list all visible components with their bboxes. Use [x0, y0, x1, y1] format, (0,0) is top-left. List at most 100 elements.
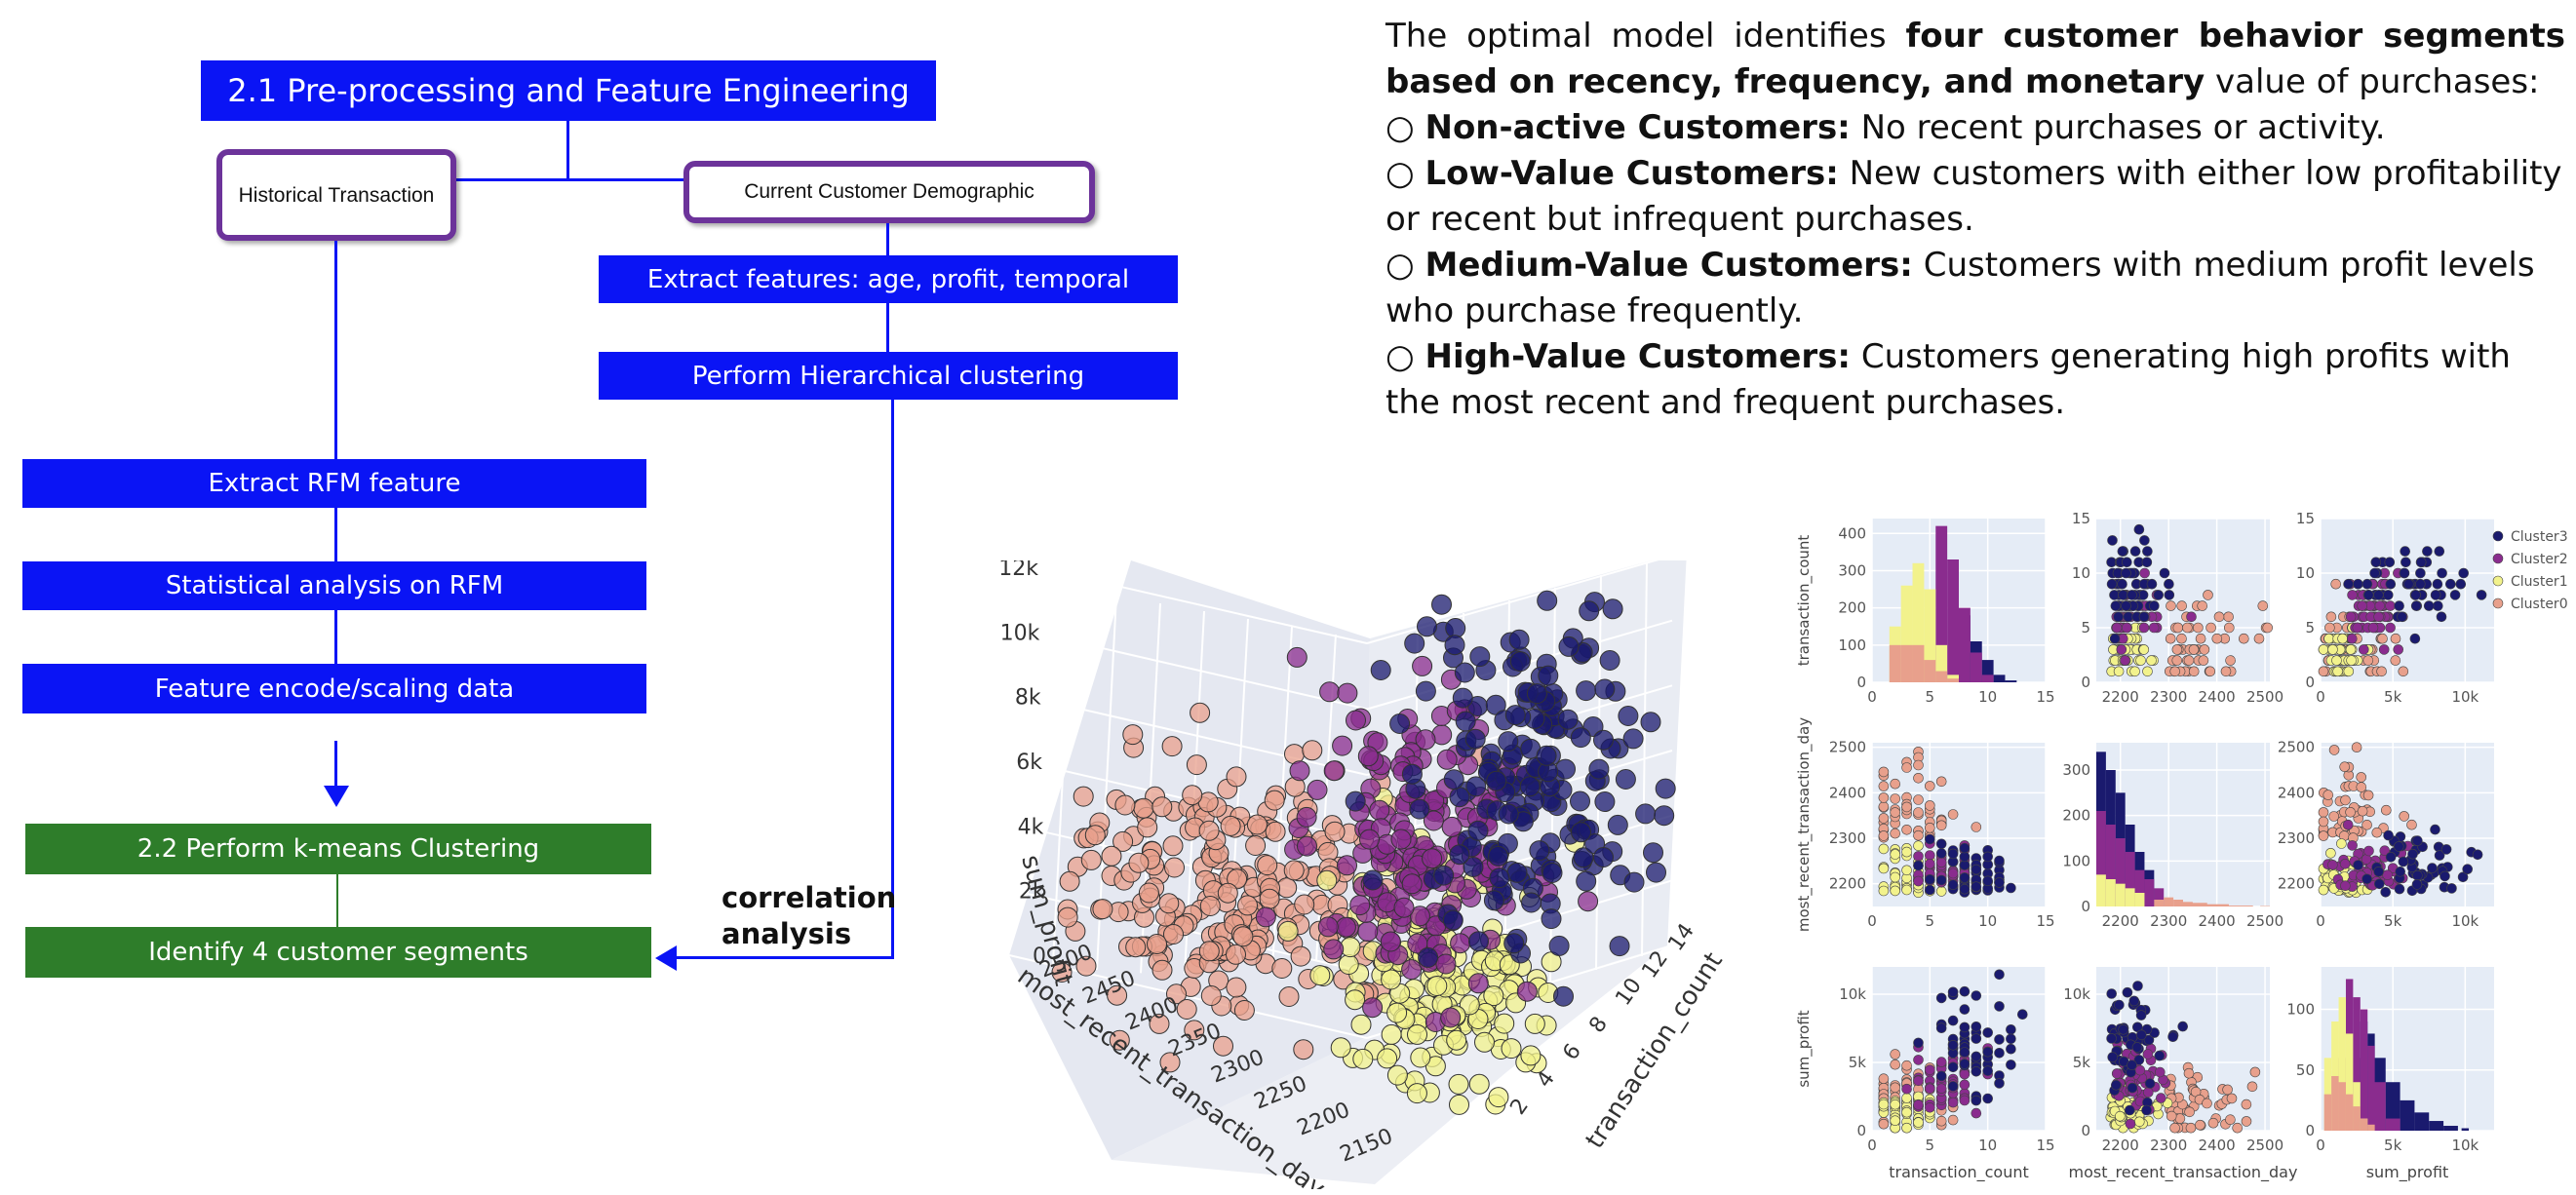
cluster3-point [2373, 866, 2384, 877]
cluster3-point [1935, 1070, 1947, 1082]
cluster0-point [1159, 1052, 1181, 1073]
cluster3-point [2399, 567, 2410, 579]
cluster3-point [1573, 847, 1594, 868]
cluster2-point [2342, 819, 2354, 830]
cluster3-point [1618, 706, 1639, 726]
cluster0-point [2169, 666, 2181, 677]
cluster1-hist-bar [1935, 644, 1948, 682]
x-tick-label: 5 [1926, 1137, 1935, 1154]
cluster0-point [1901, 801, 1912, 813]
cluster2-point [2385, 600, 2396, 611]
cluster1-point [1386, 1064, 1408, 1086]
cluster3-point [1925, 833, 1935, 845]
cluster3-point [1609, 936, 1630, 957]
y-tick-label: 0 [1856, 674, 1866, 691]
cluster3-point [1444, 635, 1465, 656]
historical-transaction-box: Historical Transaction [216, 149, 456, 241]
intro-prefix: The optimal model identifies [1386, 17, 1887, 56]
cluster0-point [1925, 822, 1935, 833]
cluster1-point [1381, 1023, 1402, 1045]
cluster3-point [1982, 1027, 1993, 1038]
cluster3-point [2343, 578, 2354, 590]
cluster3-point [2159, 567, 2170, 579]
extract-features-box: Extract features: age, profit, temporal [599, 255, 1178, 303]
cluster2-point [1959, 1095, 1971, 1106]
cluster3-point [1913, 860, 1924, 871]
cluster3-point [1464, 728, 1486, 750]
cluster0-point [1878, 766, 1890, 778]
cluster3-point [1959, 985, 1971, 997]
cluster3-point [2109, 633, 2121, 644]
cluster3-point [1443, 769, 1464, 790]
cluster0-point [2202, 1098, 2212, 1109]
cluster0-point [2188, 644, 2200, 655]
cluster3-point [1431, 594, 1452, 615]
cluster0-point [1901, 824, 1912, 835]
cluster0-point [2172, 622, 2184, 634]
cluster1-hist-bar [2345, 1033, 2354, 1131]
x-axis-title: most_recent_transaction_day [2069, 1163, 2298, 1182]
cluster2-point [1332, 735, 1353, 756]
x-axis-title: transaction_count [1889, 1163, 2029, 1182]
legend-label: Cluster3 [2511, 529, 2568, 545]
cluster0-point [1213, 1035, 1233, 1057]
cluster0-hist-bar [2353, 1106, 2361, 1131]
x-tick-label: 5 [1926, 912, 1935, 930]
cluster2-point [2111, 622, 2123, 634]
grid-line [1052, 587, 1073, 964]
cluster0-point [2223, 622, 2235, 634]
cluster0-point [1878, 813, 1890, 824]
cluster0-point [2356, 782, 2367, 792]
cluster0-point [2356, 772, 2367, 783]
cluster2-point [2138, 622, 2150, 634]
cluster3-point [1994, 1001, 2005, 1012]
cluster0-point [2362, 790, 2374, 801]
cluster3-point [2153, 590, 2165, 600]
cluster3-point [2148, 600, 2160, 611]
cluster0-point [1125, 937, 1147, 958]
cluster0-point [1151, 959, 1173, 981]
cluster3-point [1463, 857, 1484, 877]
segment-title: High-Value Customers: [1425, 337, 1852, 376]
cluster3-point [1643, 842, 1663, 864]
cluster2-point [2121, 622, 2132, 634]
cluster3-point [2118, 590, 2128, 600]
cluster2-point [1412, 655, 1433, 676]
cluster3-point [2370, 557, 2382, 568]
cluster0-point [1073, 786, 1094, 807]
y-tick-label: 10 [2072, 564, 2090, 582]
cluster0-point [1107, 984, 1128, 1006]
connector [891, 400, 894, 959]
y-tick-label: 300 [1838, 561, 1866, 579]
cluster0-point [1237, 895, 1258, 916]
cluster3-point [1635, 803, 1657, 825]
segment-item: ○ Non-active Customers: No recent purcha… [1386, 105, 2565, 151]
cluster3-point [2141, 1104, 2152, 1116]
cluster0-point [2223, 611, 2234, 623]
cluster3-point [1449, 787, 1470, 808]
y-tick-label: 2500 [1829, 739, 1866, 756]
bullet-icon: ○ [1386, 246, 1415, 285]
cluster1-hist-bar [1900, 585, 1913, 682]
cluster3-point [1971, 1021, 1982, 1032]
cluster1-point [2142, 666, 2153, 677]
cluster3-point [2462, 864, 2474, 875]
x-axis-title: sum_profit [2366, 1163, 2449, 1182]
y-tick-label: 400 [1838, 524, 1866, 542]
y-tick-label: 0 [1856, 1122, 1866, 1139]
grid-line [1024, 629, 1368, 711]
cluster1-point [1913, 1117, 1924, 1128]
cluster1-point [1901, 884, 1912, 896]
cluster0-point [2225, 655, 2236, 666]
cluster1-point [1913, 840, 1924, 852]
cluster3-point [1982, 1093, 1993, 1104]
cluster0-hist-bar [2360, 1118, 2368, 1131]
cluster0-point [2199, 644, 2210, 655]
cluster3-point [1947, 1061, 1959, 1073]
cluster2-hist-bar [2115, 838, 2126, 906]
z-tick-label: 8k [1015, 686, 1041, 711]
cluster0-point [2238, 633, 2249, 644]
cluster3-point [1646, 862, 1666, 883]
bullet-icon: ○ [1386, 337, 1415, 376]
x-tick-label: 2500 [2246, 688, 2283, 706]
